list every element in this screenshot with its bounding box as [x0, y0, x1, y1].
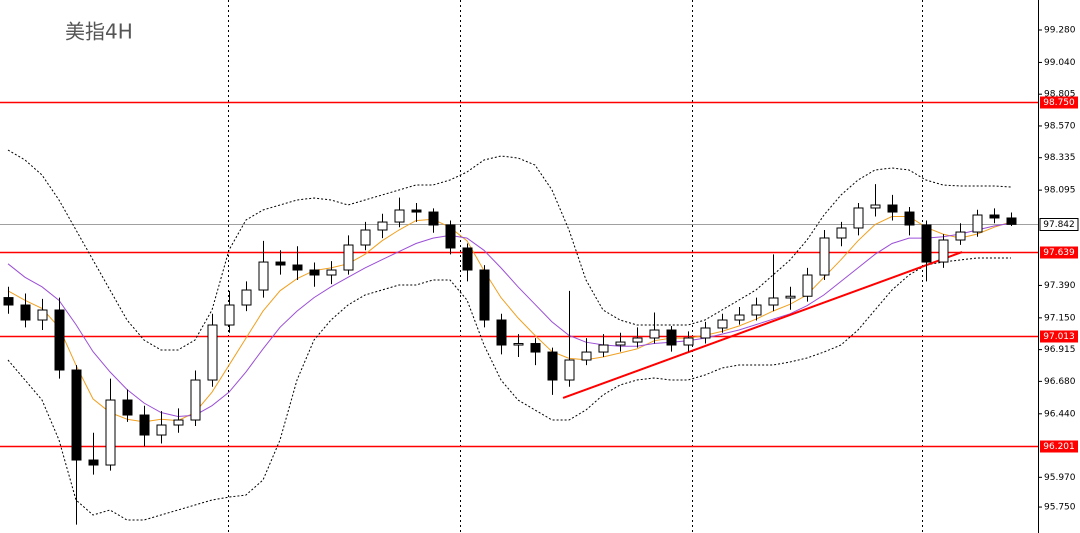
current-price-box: [1039, 218, 1079, 231]
current-price-label: 97.842: [1043, 220, 1075, 230]
candle-body: [853, 207, 864, 229]
candle-body: [445, 224, 456, 249]
candle-body: [326, 269, 337, 276]
band-line: [7, 257, 1011, 521]
candle-body: [343, 244, 354, 271]
candle-body: [207, 324, 218, 381]
y-tick-label: 99.040: [1044, 58, 1076, 68]
level-label-box: [1040, 96, 1078, 109]
candle-body: [666, 329, 677, 346]
band-line: [7, 149, 1012, 351]
y-tick-label: 96.680: [1044, 377, 1076, 387]
candle-body: [122, 399, 133, 416]
y-tick-label: 95.750: [1044, 503, 1076, 513]
candle-body: [479, 269, 490, 321]
candle-body: [581, 351, 592, 361]
candle-body: [700, 327, 711, 339]
candle-body: [904, 211, 915, 226]
candle-body: [785, 295, 796, 299]
level-label: 97.013: [1043, 332, 1075, 342]
candle-body: [1006, 217, 1017, 225]
candle-body: [20, 304, 31, 321]
candle-body: [360, 229, 371, 246]
level-label-box: [1040, 246, 1078, 259]
level-label-box: [1040, 440, 1078, 453]
y-tick-label: 99.280: [1044, 26, 1076, 36]
candle-body: [156, 424, 167, 436]
level-label-box: [1040, 330, 1078, 343]
chart-title: 美指4H: [65, 20, 133, 44]
candle-body: [496, 319, 507, 346]
candle-body: [717, 319, 728, 329]
candle-body: [258, 261, 269, 291]
candle-body: [428, 211, 439, 226]
candle-body: [802, 274, 813, 297]
plot-area: [0, 0, 1038, 533]
candle-body: [411, 209, 422, 213]
candle-body: [139, 414, 150, 436]
candle-body: [513, 343, 524, 346]
candle-body: [224, 304, 235, 326]
candle-body: [836, 227, 847, 239]
candle-body: [3, 297, 14, 306]
y-tick-label: 98.805: [1044, 90, 1076, 100]
candle-body: [173, 419, 184, 426]
candle-body: [377, 221, 388, 231]
y-tick-label: 96.440: [1044, 409, 1076, 419]
candle-body: [564, 359, 575, 381]
trendline: [562, 251, 963, 399]
price-axis: 99.280 99.040 98.805 98.570 98.335 98.095 97.3…: [1038, 26, 1079, 513]
candle-body: [71, 369, 82, 461]
candle-body: [649, 329, 660, 339]
candle-body: [972, 214, 983, 233]
candle-body: [819, 237, 830, 276]
candle-body: [887, 204, 898, 213]
candle-body: [547, 351, 558, 381]
candle-body: [615, 341, 626, 346]
y-tick-label: 97.390: [1044, 281, 1076, 291]
candle-body: [37, 309, 48, 321]
candle-body: [105, 399, 116, 466]
level-label: 96.201: [1043, 442, 1075, 452]
candle-body: [734, 314, 745, 321]
candle-body: [870, 204, 881, 209]
candle-body: [190, 379, 201, 421]
level-label: 97.639: [1043, 248, 1075, 258]
candle-body: [632, 337, 643, 343]
y-tick-label: 98.335: [1044, 153, 1076, 163]
candle-body: [275, 261, 286, 266]
candle-body: [683, 337, 694, 346]
candle-body: [989, 214, 1000, 219]
candle-body: [462, 247, 473, 271]
candle-body: [921, 224, 932, 263]
y-tick-label: 98.570: [1044, 121, 1076, 131]
candle-body: [598, 344, 609, 353]
y-tick-label: 96.915: [1044, 345, 1076, 355]
candle-body: [241, 289, 252, 306]
candle-body: [938, 239, 949, 263]
y-tick-label: 98.095: [1044, 186, 1076, 196]
candle-body: [292, 264, 303, 271]
candle-body: [54, 309, 65, 371]
moving-average: [7, 222, 1012, 418]
candle-body: [309, 269, 320, 276]
candle-body: [768, 297, 779, 306]
candle-body: [751, 304, 762, 316]
y-tick-label: 97.150: [1044, 313, 1076, 323]
candle-body: [530, 343, 541, 353]
candle-body: [394, 209, 405, 223]
y-tick-label: 95.970: [1044, 473, 1076, 483]
candle-body: [955, 231, 966, 241]
candle-body: [88, 459, 99, 466]
level-label: 98.750: [1043, 98, 1075, 108]
